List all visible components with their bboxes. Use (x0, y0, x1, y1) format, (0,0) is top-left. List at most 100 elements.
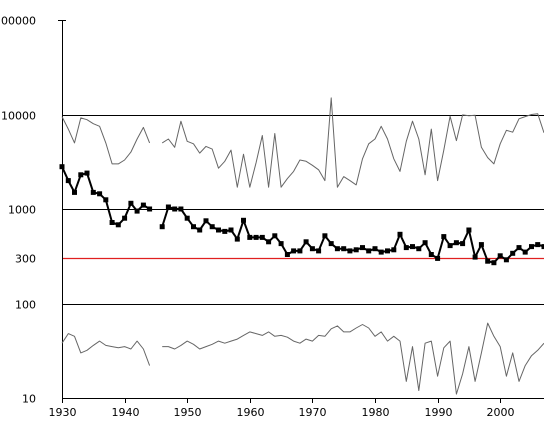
data-point-marker (115, 222, 121, 228)
data-point-marker (403, 245, 409, 251)
y-tick-label: 300 (15, 253, 36, 266)
data-point-marker (147, 206, 153, 212)
data-point-marker (59, 164, 65, 170)
data-point-marker (447, 243, 453, 249)
data-point-marker (84, 170, 90, 176)
data-point-marker (303, 239, 309, 245)
data-point-marker (203, 218, 209, 224)
data-point-marker (397, 231, 403, 237)
y-tick-label: 100000 (0, 15, 36, 28)
data-point-marker (385, 248, 390, 254)
data-point-marker (309, 246, 315, 252)
x-tick-label: 1960 (237, 406, 265, 419)
data-point-marker (428, 252, 434, 257)
data-point-marker (78, 172, 84, 178)
series-2-line-segment (61, 333, 151, 366)
data-point-marker (191, 224, 196, 230)
data-point-marker (228, 227, 234, 233)
data-point-marker (234, 236, 240, 242)
data-point-marker (416, 246, 422, 252)
data-point-marker (472, 254, 478, 260)
data-point-marker (72, 189, 77, 195)
data-point-marker (122, 215, 128, 221)
data-point-marker (478, 242, 484, 248)
series-1 (59, 164, 544, 266)
data-point-marker (360, 245, 365, 251)
data-point-marker (510, 250, 516, 256)
x-tick-label: 2000 (487, 406, 515, 419)
data-point-marker (97, 191, 103, 197)
data-point-marker (90, 189, 96, 195)
data-point-marker (466, 227, 472, 233)
data-point-marker (266, 239, 272, 245)
data-point-marker (165, 204, 171, 210)
data-point-marker (366, 248, 372, 254)
y-tick-label: 1000 (8, 204, 36, 217)
data-point-marker (140, 202, 146, 208)
data-point-marker (128, 200, 134, 206)
data-point-marker (378, 249, 384, 255)
data-point-marker (209, 224, 215, 230)
data-point-marker (391, 247, 397, 253)
data-point-marker (184, 215, 190, 221)
x-tick-label: 1970 (299, 406, 327, 419)
data-point-marker (453, 240, 459, 246)
data-point-marker (529, 244, 534, 250)
data-point-marker (322, 233, 328, 239)
data-point-marker (284, 252, 290, 257)
data-point-marker (109, 220, 115, 225)
data-point-marker (410, 244, 415, 250)
data-point-marker (535, 242, 541, 248)
x-tick-labels: 1930 1940 1950 1960 1970 1980 1990 2000 (49, 406, 515, 419)
y-tick-label: 100 (15, 299, 36, 312)
data-point-marker (316, 248, 322, 254)
data-point-marker (503, 257, 509, 263)
data-point-marker (259, 234, 265, 240)
data-point-marker (347, 248, 353, 254)
data-point-marker (216, 227, 221, 233)
series-layer (59, 97, 544, 395)
data-point-marker (334, 246, 340, 252)
axes (58, 20, 544, 403)
data-point-marker (172, 206, 178, 212)
data-point-marker (353, 247, 359, 253)
data-point-marker (103, 197, 109, 203)
series-0 (61, 97, 544, 188)
data-point-marker (253, 234, 259, 240)
data-point-marker (328, 241, 334, 247)
series-0-line-segment (61, 116, 151, 165)
data-point-marker (291, 248, 297, 254)
x-tick-label: 1990 (425, 406, 453, 419)
data-point-marker (241, 217, 246, 223)
data-point-marker (297, 248, 303, 254)
series-0-line-segment (161, 97, 544, 188)
data-point-marker (522, 249, 528, 255)
data-point-marker (65, 178, 71, 184)
data-point-marker (341, 246, 347, 252)
data-point-marker (516, 245, 522, 251)
data-point-marker (197, 227, 203, 233)
series-2 (61, 322, 544, 395)
x-tick-label: 1950 (174, 406, 202, 419)
data-point-marker (435, 255, 441, 261)
data-point-marker (372, 246, 378, 252)
data-point-marker (222, 228, 228, 234)
data-point-marker (272, 233, 278, 239)
data-point-marker (178, 206, 184, 212)
series-1-line-segment (61, 166, 151, 226)
data-point-marker (485, 258, 491, 264)
data-point-marker (278, 241, 284, 247)
x-tick-label: 1980 (362, 406, 390, 419)
data-point-marker (159, 224, 165, 230)
y-tick-labels: 100000 10000 1000 300 100 10 (0, 15, 36, 406)
data-point-marker (491, 260, 497, 266)
data-point-marker (134, 208, 140, 214)
data-point-marker (422, 240, 428, 246)
y-tick-label: 10000 (1, 110, 36, 123)
data-point-marker (541, 244, 544, 250)
x-tick-label: 1940 (112, 406, 140, 419)
data-point-marker (460, 241, 466, 247)
series-1-line-segment (161, 206, 544, 264)
